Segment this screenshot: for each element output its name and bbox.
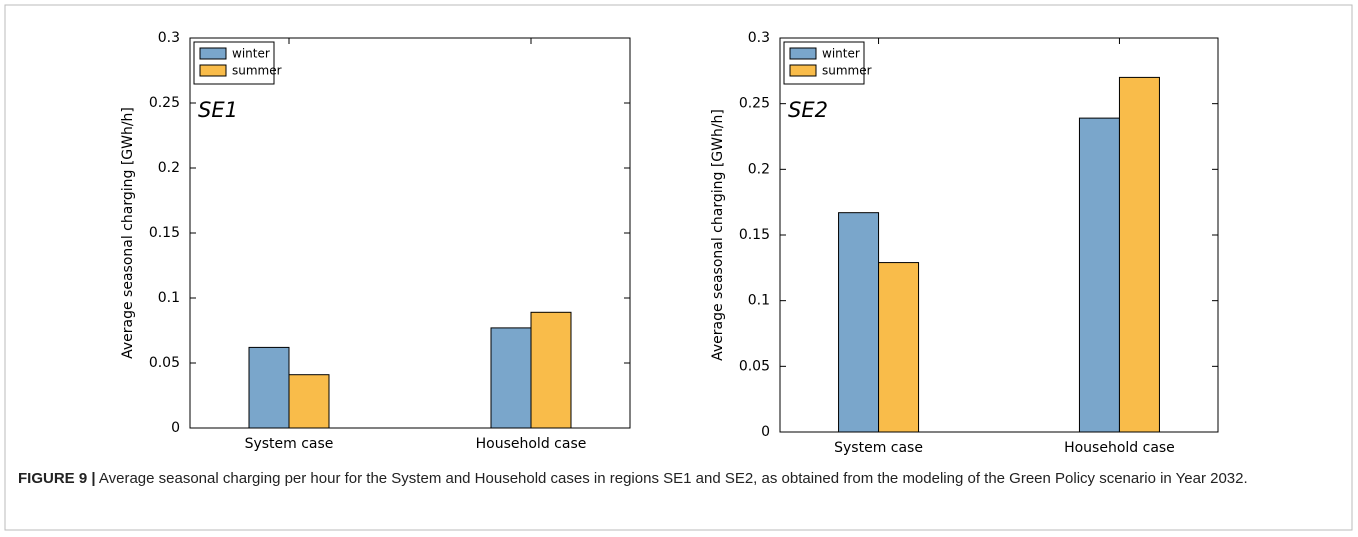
- figure-frame: [4, 4, 1353, 531]
- bar: [878, 262, 920, 433]
- y-tick-label: 0.1: [158, 290, 180, 306]
- y-tick-label: 0.1: [748, 293, 770, 309]
- y-tick-label: 0: [761, 424, 770, 440]
- caption-label: FIGURE 9 |: [18, 470, 96, 487]
- bar: [530, 311, 572, 429]
- y-tick-label: 0.3: [158, 30, 180, 46]
- y-axis-label: Average seasonal charging [GWh/h]: [120, 107, 136, 359]
- bar: [248, 346, 290, 429]
- bar: [1118, 76, 1160, 433]
- bar: [288, 374, 330, 429]
- y-tick-label: 0.25: [739, 96, 770, 112]
- y-tick-label: 0.25: [149, 95, 180, 111]
- y-tick-label: 0.2: [748, 161, 770, 177]
- chart: 0 0.05 0.1 0.15 0.2 0.25 0.3 Average seasonal c…: [710, 30, 1219, 456]
- legend-label: winter: [232, 47, 270, 61]
- bar: [490, 327, 532, 429]
- plot-frame: [189, 37, 631, 429]
- y-tick-label: 0.2: [158, 160, 180, 176]
- y-tick-label: 0.05: [149, 355, 180, 371]
- legend-swatch: [199, 47, 227, 60]
- annotation: SE1: [198, 98, 238, 122]
- caption-text: Average seasonal charging per hour for t…: [98, 470, 1248, 487]
- caption: FIGURE 9 | Average seasonal charging per…: [18, 468, 1338, 490]
- legend-label: winter: [822, 47, 860, 61]
- legend-label: summer: [232, 64, 282, 78]
- bar: [1078, 117, 1120, 433]
- y-tick-label: 0.15: [149, 225, 180, 241]
- y-axis-label: Average seasonal charging [GWh/h]: [710, 109, 726, 361]
- legend-label: summer: [822, 64, 872, 78]
- chart: 0 0.05 0.1 0.15 0.2 0.25 0.3 Average seasonal c…: [120, 30, 631, 452]
- x-tick-label: Household case: [476, 436, 587, 452]
- y-tick-label: 0.3: [748, 30, 770, 46]
- bar: [838, 212, 880, 433]
- y-tick-label: 0.05: [739, 358, 770, 374]
- y-tick-label: 0.15: [739, 227, 770, 243]
- legend-swatch: [789, 47, 817, 60]
- x-tick-label: Household case: [1064, 440, 1175, 456]
- x-tick-label: System case: [834, 440, 923, 456]
- x-tick-label: System case: [245, 436, 334, 452]
- legend-swatch: [789, 64, 817, 77]
- annotation: SE2: [788, 98, 828, 122]
- y-tick-label: 0: [171, 420, 180, 436]
- legend-swatch: [199, 64, 227, 77]
- plot-frame: [779, 37, 1219, 433]
